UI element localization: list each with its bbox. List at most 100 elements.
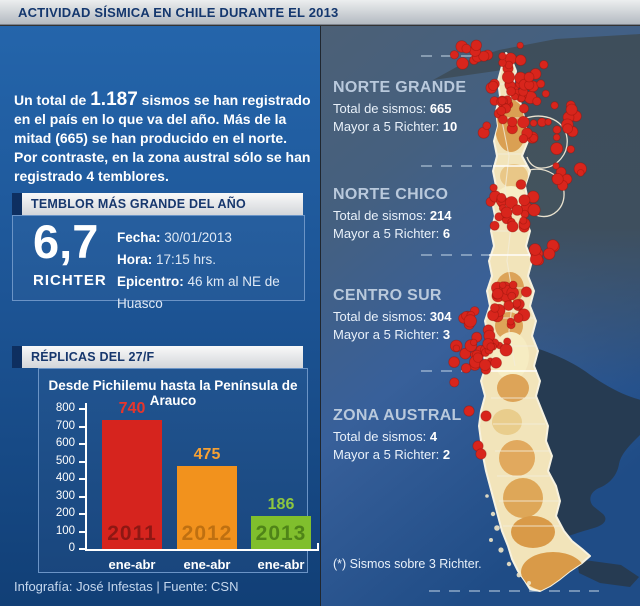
bar-2013: 2013: [251, 516, 311, 549]
y-axis-tick: [79, 425, 85, 428]
earthquake-dot: [486, 342, 496, 352]
earthquake-dot: [459, 347, 472, 360]
quake-epicenter-value: 46 km al NE de Huasco: [117, 274, 280, 311]
region-mayor: Mayor a 5 Richter: 3: [333, 326, 503, 344]
earthquake-dot: [482, 121, 492, 130]
earthquake-dot: [496, 106, 507, 116]
quake-time-value: 17:15 hrs.: [152, 252, 217, 267]
earthquake-dot: [511, 204, 524, 216]
earthquake-dot: [551, 172, 564, 185]
total-value: 4: [429, 429, 438, 444]
earthquake-dot: [519, 216, 528, 225]
region-mayor: Mayor a 5 Richter: 10: [333, 118, 503, 136]
title-bar: ACTIVIDAD SÍSMICA EN CHILE DURANTE EL 20…: [0, 0, 640, 25]
earthquake-dot: [529, 133, 539, 143]
earthquake-dot: [498, 281, 507, 289]
earthquake-dot: [460, 363, 472, 374]
richter-footnote: (*) Sismos sobre 3 Richter.: [333, 557, 482, 571]
map-panel: NORTE GRANDE Total de sismos: 665 Mayor …: [320, 26, 640, 606]
y-axis-label: 300: [55, 489, 75, 502]
y-axis-tick: [79, 495, 85, 498]
earthquake-dot: [543, 247, 556, 260]
y-axis-tick: [79, 460, 85, 463]
earthquake-dot: [536, 79, 546, 89]
earthquake-dot: [472, 352, 484, 363]
argentina-south-tip: [577, 559, 639, 587]
y-axis-tick: [79, 548, 85, 550]
earthquake-dot: [506, 86, 516, 97]
earthquake-dot: [550, 142, 564, 155]
earthquake-dot: [490, 303, 500, 313]
earthquake-dot: [518, 194, 531, 207]
total-quakes-number: 1.187: [90, 89, 138, 110]
earthquake-dot: [489, 183, 498, 192]
earthquake-dot: [552, 125, 562, 135]
credit-line: Infografía: José Infestas | Fuente: CSN: [14, 579, 239, 594]
page-title: ACTIVIDAD SÍSMICA EN CHILE DURANTE EL 20…: [18, 4, 339, 20]
earthquake-dot: [576, 169, 585, 177]
quake-date: Fecha: 30/01/2013: [117, 227, 304, 249]
aftershocks-chart-box: Desde Pichilemu hasta la Península de Ar…: [38, 368, 319, 573]
earthquake-dot: [516, 41, 524, 49]
mayor-label: Mayor a 5 Richter:: [333, 447, 443, 462]
total-label: Total de sismos:: [333, 309, 430, 324]
total-label: Total de sismos:: [333, 208, 430, 223]
mayor-value: 6: [442, 226, 451, 241]
earthquake-dot: [527, 203, 541, 217]
bar-value-label: 740: [118, 399, 146, 417]
region-total: Total de sismos: 4: [333, 428, 503, 446]
quake-time: Hora: 17:15 hrs.: [117, 249, 304, 271]
biggest-quake-box: 6,7 RICHTER Fecha: 30/01/2013 Hora: 17:1…: [12, 215, 305, 311]
earthquake-dot: [488, 80, 499, 92]
earthquake-dot: [449, 50, 459, 60]
aftershocks-header: RÉPLICAS DEL 27/F: [12, 346, 303, 368]
mayor-label: Mayor a 5 Richter:: [333, 226, 443, 241]
earthquake-dot: [529, 119, 538, 127]
y-axis-label: 400: [55, 472, 75, 484]
x-axis-end-tick: [317, 543, 319, 549]
region-total: Total de sismos: 665: [333, 100, 503, 118]
x-axis-label: ene-abr: [108, 557, 156, 572]
bar-chart: 0 100 200 300 400 500 600 700 800 2011 740 ene-abr 2…: [56, 399, 319, 572]
bar-2012: 2012: [177, 465, 237, 549]
earthquake-dot: [523, 71, 535, 83]
earthquake-dot: [489, 220, 500, 231]
bar-value-label: 475: [193, 445, 221, 463]
earthquake-dot: [506, 220, 519, 233]
earthquake-dot: [566, 145, 575, 154]
earthquake-dot: [552, 133, 561, 142]
mayor-label: Mayor a 5 Richter:: [333, 119, 443, 134]
y-axis-tick: [79, 513, 85, 515]
y-axis-tick: [79, 530, 85, 533]
earthquake-dot: [503, 300, 514, 311]
region-title: CENTRO SUR: [333, 287, 442, 304]
earthquake-dot: [452, 344, 461, 352]
biggest-quake-header: TEMBLOR MÁS GRANDE DEL AÑO: [12, 193, 303, 215]
earthquake-dot: [520, 286, 532, 298]
y-axis-label: 500: [55, 454, 75, 467]
y-axis-label: 100: [55, 524, 75, 537]
earthquake-dot: [469, 338, 478, 347]
quake-time-label: Hora:: [117, 252, 153, 267]
total-label: Total de sismos:: [333, 101, 430, 116]
total-label: Total de sismos:: [333, 429, 430, 444]
mayor-value: 3: [442, 327, 451, 342]
earthquake-dot: [508, 280, 518, 290]
bar-2011: 2011: [102, 419, 162, 549]
region-total: Total de sismos: 304: [333, 308, 503, 326]
earthquake-dot: [544, 118, 552, 126]
y-axis-tick: [79, 408, 85, 410]
earthquake-dot: [518, 134, 529, 144]
region-title: NORTE GRANDE: [333, 79, 467, 96]
magnitude-value: 6,7: [33, 215, 99, 268]
biggest-quake-header-label: TEMBLOR MÁS GRANDE DEL AÑO: [31, 197, 246, 211]
earthquake-dot: [470, 39, 483, 51]
y-axis-label: 600: [55, 437, 75, 449]
earthquake-dot: [490, 356, 502, 369]
region-centro-sur: CENTRO SUR Total de sismos: 304 Mayor a …: [333, 287, 503, 344]
region-boundaries: [483, 165, 537, 372]
intro-post: sismos se han registrado en el país en l…: [14, 92, 311, 184]
intro-paragraph: Un total de 1.187 sismos se han registra…: [14, 90, 312, 186]
earthquake-dot: [501, 70, 515, 84]
